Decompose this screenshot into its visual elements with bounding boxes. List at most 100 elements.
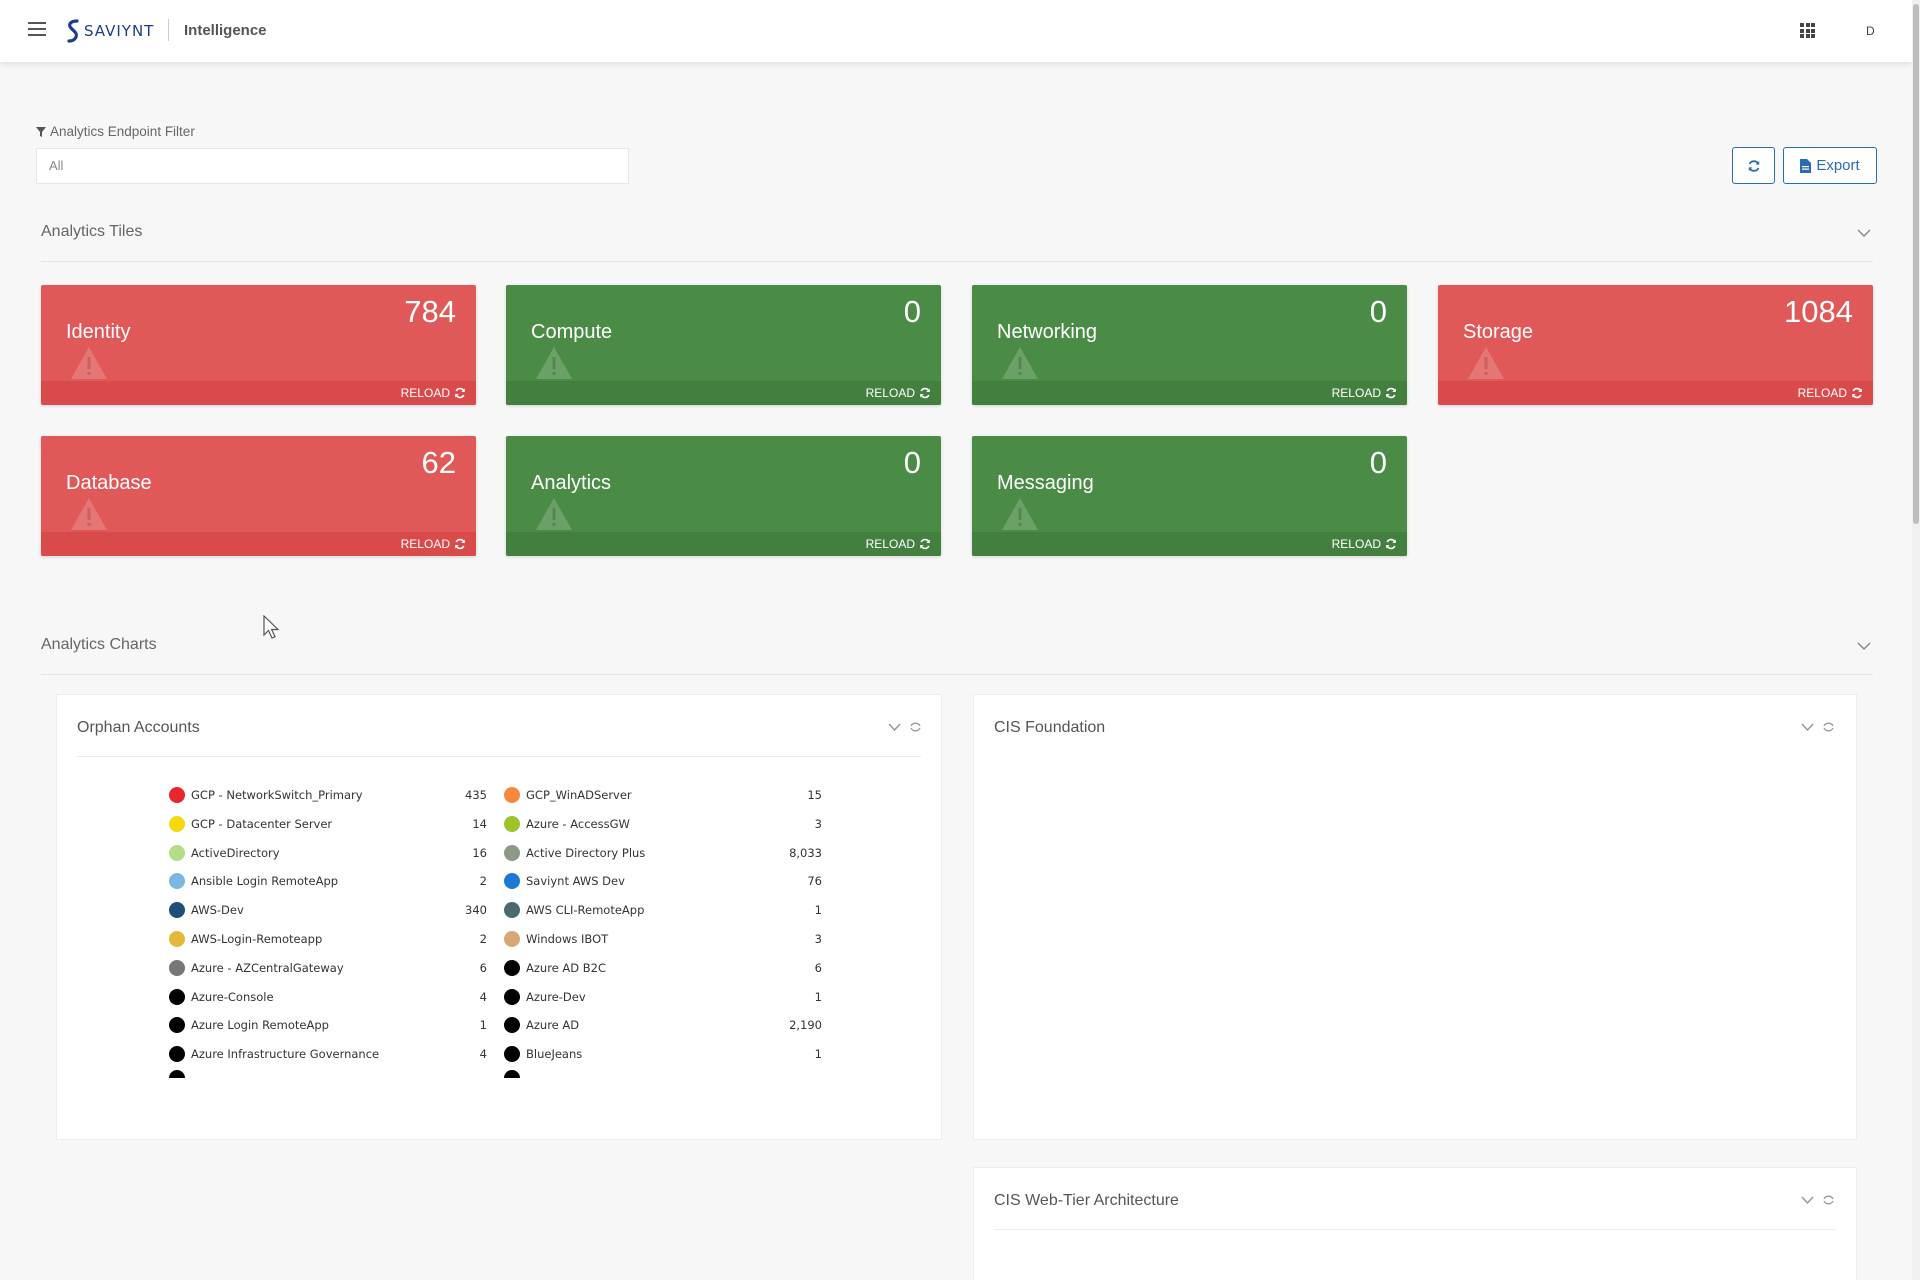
legend-value: 1 [814, 989, 822, 1004]
legend-item[interactable]: Azure-Console 4 [169, 988, 499, 1005]
reload-button[interactable]: RELOAD [972, 381, 1407, 405]
user-avatar[interactable]: D [1866, 24, 1875, 38]
legend-value: 1 [479, 1018, 487, 1033]
legend-value: 1 [814, 1047, 822, 1062]
legend-item[interactable]: GCP_WinADServer 15 [504, 787, 834, 803]
reload-icon [1386, 387, 1396, 399]
chevron-down-icon[interactable] [887, 721, 902, 733]
top-header: SAVIYNT Intelligence D [0, 0, 1912, 62]
tile-name: Networking [997, 321, 1098, 343]
card-tools [1800, 721, 1836, 733]
reload-button[interactable]: RELOAD [506, 532, 941, 556]
chevron-down-icon[interactable] [1857, 228, 1871, 238]
reload-label: RELOAD [865, 386, 915, 400]
tile-name: Storage [1463, 321, 1534, 343]
filter-label-text: Analytics Endpoint Filter [50, 124, 195, 139]
tile-count: 0 [1369, 294, 1387, 329]
scrollbar-thumb[interactable] [1913, 4, 1919, 524]
legend-label: Azure - AZCentralGateway [191, 960, 344, 975]
reload-icon [920, 538, 930, 550]
legend-item[interactable]: BlueJeans 1 [504, 1046, 834, 1063]
legend-color-swatch [504, 873, 520, 890]
reload-button[interactable]: RELOAD [41, 532, 476, 556]
warning-icon [1002, 347, 1038, 379]
app-title: Intelligence [184, 22, 267, 39]
legend-value: 15 [807, 788, 822, 802]
legend-item[interactable]: Azure Infrastructure Governance 4 [169, 1046, 499, 1063]
export-button[interactable]: Export [1783, 147, 1877, 184]
tile-compute[interactable]: Compute 0 RELOAD [506, 285, 941, 405]
legend-value: 6 [814, 960, 822, 975]
card-divider [994, 1229, 1836, 1230]
reload-button[interactable]: RELOAD [506, 381, 941, 405]
reload-icon [920, 387, 930, 399]
tile-count: 62 [421, 445, 456, 480]
reload-button[interactable]: RELOAD [41, 381, 476, 405]
legend-value: 2,190 [789, 1018, 822, 1033]
legend-item[interactable]: Azure - AccessGW 3 [504, 815, 834, 832]
legend-value: 1 [814, 903, 822, 918]
legend-item[interactable]: Azure Login RemoteApp 1 [169, 1017, 499, 1034]
tile-count: 0 [903, 445, 921, 480]
tile-analytics[interactable]: Analytics 0 RELOAD [506, 436, 941, 556]
legend-color-swatch [169, 1046, 185, 1063]
legend-item[interactable]: Active Directory Plus 8,033 [504, 844, 834, 861]
filter-icon [36, 126, 46, 137]
refresh-icon[interactable] [908, 721, 923, 733]
reload-button[interactable]: RELOAD [972, 532, 1407, 556]
legend-item[interactable]: Azure AD 2,190 [504, 1017, 834, 1034]
tile-database[interactable]: Database 62 RELOAD [41, 436, 476, 556]
legend-value: 340 [465, 903, 487, 918]
legend-value: 8,033 [789, 845, 822, 860]
scrollbar-track[interactable] [1912, 0, 1920, 1280]
refresh-icon[interactable] [1821, 721, 1836, 733]
legend-color-swatch [169, 844, 185, 861]
tile-storage[interactable]: Storage 1084 RELOAD [1438, 285, 1873, 405]
legend-item[interactable]: Saviynt AWS Dev 76 [504, 873, 834, 890]
tile-networking[interactable]: Networking 0 RELOAD [972, 285, 1407, 405]
chevron-down-icon[interactable] [1800, 1194, 1815, 1206]
saviynt-logo[interactable]: SAVIYNT [66, 19, 154, 43]
legend-color-swatch [169, 1017, 185, 1034]
menu-icon[interactable] [28, 22, 46, 36]
legend-color-swatch [504, 988, 520, 1005]
chevron-down-icon[interactable] [1800, 721, 1815, 733]
legend-label: GCP_WinADServer [526, 788, 632, 802]
reload-button[interactable]: RELOAD [1438, 381, 1873, 405]
logo-text: SAVIYNT [84, 22, 155, 40]
refresh-button[interactable] [1732, 147, 1775, 184]
legend-item[interactable]: AWS-Dev 340 [169, 902, 499, 919]
tile-messaging[interactable]: Messaging 0 RELOAD [972, 436, 1407, 556]
reload-icon [455, 538, 465, 550]
legend-item[interactable]: Azure - AZCentralGateway 6 [169, 959, 499, 976]
endpoint-filter-select[interactable]: All [36, 148, 629, 184]
refresh-icon[interactable] [1821, 1194, 1836, 1206]
warning-icon [71, 498, 107, 530]
legend-item[interactable]: Azure-Dev 1 [504, 988, 834, 1005]
legend-label: Ansible Login RemoteApp [191, 874, 339, 889]
legend-item[interactable]: AWS CLI-RemoteApp 1 [504, 902, 834, 919]
chevron-down-icon[interactable] [1857, 641, 1871, 651]
legend-label: Azure - AccessGW [526, 816, 630, 831]
legend-item[interactable]: AWS-Login-Remoteapp 2 [169, 931, 499, 947]
legend-item[interactable]: ActiveDirectory 16 [169, 844, 499, 861]
legend-item[interactable]: GCP - Datacenter Server 14 [169, 815, 499, 832]
tile-identity[interactable]: Identity 784 RELOAD [41, 285, 476, 405]
legend-value: 76 [807, 874, 822, 889]
legend-item[interactable]: Azure AD B2C 6 [504, 959, 834, 976]
legend-label: ActiveDirectory [191, 845, 280, 860]
legend-color-swatch [504, 902, 520, 919]
legend-item[interactable]: Windows IBOT 3 [504, 931, 834, 947]
legend-color-swatch [169, 988, 185, 1005]
warning-icon [1468, 347, 1504, 379]
warning-icon [1002, 498, 1038, 530]
legend-color-swatch [504, 959, 520, 976]
apps-grid-icon[interactable] [1800, 23, 1815, 38]
legend-item[interactable]: Ansible Login RemoteApp 2 [169, 873, 499, 890]
legend-value: 435 [465, 788, 487, 802]
orphan-accounts-card: Orphan Accounts GCP - NetworkSwitch_Prim… [56, 694, 942, 1140]
legend-item[interactable]: GCP - NetworkSwitch_Primary 435 [169, 787, 499, 803]
legend-value: 4 [479, 1047, 487, 1062]
warning-icon [536, 498, 572, 530]
legend-label: GCP - NetworkSwitch_Primary [191, 788, 363, 802]
